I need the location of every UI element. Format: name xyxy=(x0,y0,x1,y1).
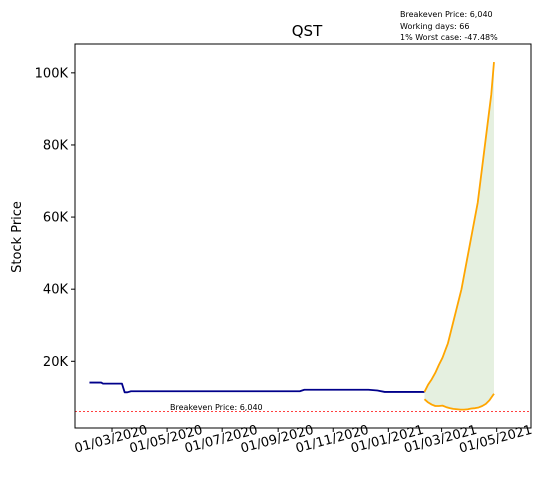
forecast-lower-line xyxy=(423,393,495,411)
y-tick-label: 40K xyxy=(43,283,69,298)
plot-area xyxy=(74,43,532,429)
y-axis-ticks: 20K 40K 60K 80K 100K xyxy=(35,66,75,370)
y-tick-label: 100K xyxy=(35,66,69,81)
info-worst-case: 1% Worst case: -47.48% xyxy=(400,33,498,42)
y-tick-label: 60K xyxy=(43,211,69,226)
y-axis-label: Stock Price xyxy=(10,201,25,273)
chart-title: QST xyxy=(292,22,323,40)
breakeven-label: Breakeven Price: 6,040 xyxy=(170,403,263,412)
y-tick-label: 20K xyxy=(43,355,69,370)
y-tick-label: 80K xyxy=(43,138,69,153)
x-axis-ticks: 01/03/202001/05/202001/07/202001/09/2020… xyxy=(73,423,534,457)
forecast-band xyxy=(424,62,494,410)
info-breakeven: Breakeven Price: 6,040 xyxy=(400,10,493,19)
history-line xyxy=(89,381,425,394)
info-working-days: Working days: 66 xyxy=(400,22,469,31)
forecast-upper-line xyxy=(423,61,495,393)
axes-frame xyxy=(74,43,532,429)
